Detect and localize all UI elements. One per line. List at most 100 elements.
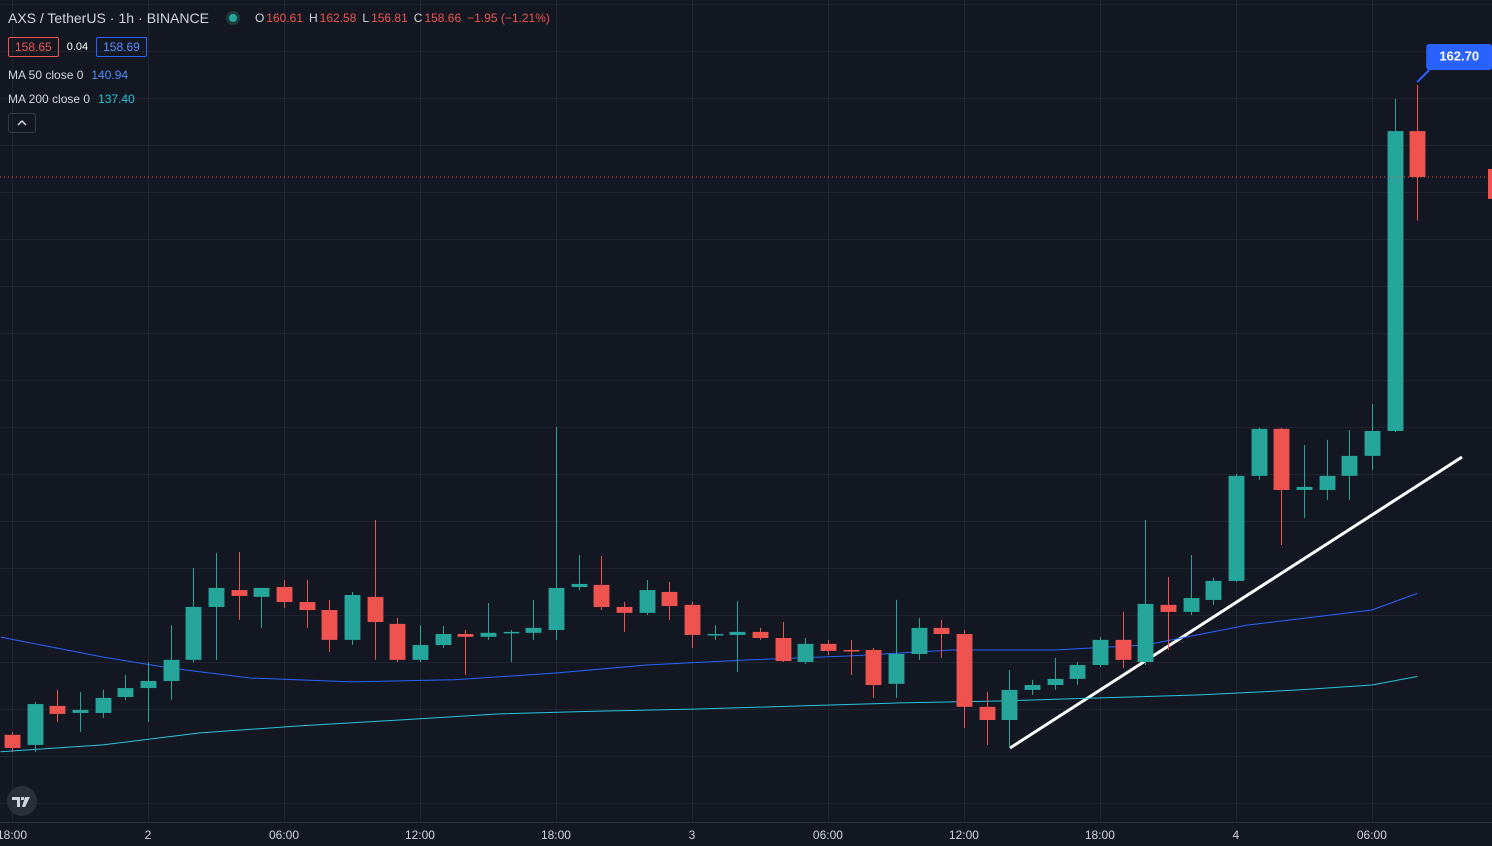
candle-body bbox=[480, 632, 497, 637]
exchange: BINANCE bbox=[146, 10, 209, 26]
x-tick-label: 06:00 bbox=[1357, 828, 1387, 842]
ohlc-letter: L bbox=[362, 11, 370, 25]
candle-body bbox=[933, 627, 950, 635]
candle-body bbox=[435, 634, 452, 646]
candle-body bbox=[820, 643, 837, 651]
candle-body bbox=[979, 706, 996, 721]
candle-body bbox=[797, 643, 814, 662]
candle-body bbox=[344, 594, 361, 640]
ohlc-open: 160.61 bbox=[266, 11, 303, 25]
candle-body bbox=[1115, 639, 1132, 660]
legend-header: AXS / TetherUS · 1h · BINANCE O 160.61 H 162… bbox=[8, 10, 552, 26]
chevron bbox=[17, 120, 27, 126]
candle-body bbox=[163, 659, 180, 682]
x-tick-label: 18:00 bbox=[1085, 828, 1115, 842]
candle-body bbox=[661, 591, 678, 607]
candle-body bbox=[208, 587, 225, 607]
candle-body bbox=[1069, 665, 1086, 679]
ask[interactable]: 158.69 bbox=[96, 37, 147, 57]
candle-body bbox=[412, 645, 429, 660]
ohlc-letter: O bbox=[254, 11, 265, 25]
legend-name: MA 50 close 0 bbox=[8, 68, 84, 82]
trend-line[interactable] bbox=[1009, 455, 1463, 750]
candle-body bbox=[253, 587, 270, 597]
candle-body bbox=[1341, 455, 1358, 476]
legend-value: 137.40 bbox=[98, 92, 135, 106]
x-tick-label: 18:00 bbox=[541, 828, 571, 842]
bid-ask: 158.65 0.04 158.69 bbox=[8, 37, 147, 57]
spread: 0.04 bbox=[66, 41, 89, 53]
tv-logo bbox=[7, 786, 37, 816]
candle-body bbox=[1251, 428, 1268, 476]
x-tick-label: 12:00 bbox=[405, 828, 435, 842]
candle-body bbox=[1228, 475, 1245, 581]
candle-body bbox=[775, 638, 792, 662]
candle-body bbox=[639, 590, 656, 613]
candle-body bbox=[140, 681, 157, 689]
ohlc-low: 156.81 bbox=[371, 11, 408, 25]
candle-body bbox=[1319, 475, 1336, 490]
x-tick-label: 18:00 bbox=[0, 828, 27, 842]
separator: · bbox=[109, 10, 115, 26]
candle-body bbox=[865, 649, 882, 685]
bid[interactable]: 158.65 bbox=[8, 37, 59, 57]
candle-body bbox=[49, 705, 66, 714]
ohlc-close: 158.66 bbox=[424, 11, 462, 25]
x-tick-label: 06:00 bbox=[813, 828, 843, 842]
annotation-label: 162.70 bbox=[1439, 48, 1479, 63]
candle-body bbox=[321, 610, 338, 640]
annotation-box bbox=[1426, 44, 1492, 71]
candle-body bbox=[956, 634, 973, 707]
separator: · bbox=[138, 10, 143, 26]
candle-body bbox=[4, 734, 21, 748]
symbol: AXS / TetherUS bbox=[8, 10, 106, 26]
candle-body bbox=[729, 631, 746, 635]
candle-body bbox=[684, 604, 701, 635]
candle-body bbox=[1273, 428, 1290, 490]
ohlc-letter: H bbox=[309, 11, 318, 25]
candle-body bbox=[1296, 486, 1313, 490]
candle-body bbox=[185, 606, 202, 660]
candle-body bbox=[1183, 598, 1200, 612]
candle-body bbox=[1387, 131, 1404, 431]
ohlc: O 160.61 H 162.58 L 156.81 C 158.66 −1.95 (−… bbox=[255, 11, 552, 25]
interval: 1h bbox=[118, 10, 135, 26]
ma-line bbox=[0, 592, 1418, 683]
x-tick-label: 12:00 bbox=[949, 828, 979, 842]
x-tick-label: 3 bbox=[689, 828, 696, 842]
candle-body bbox=[457, 634, 474, 637]
candle-body bbox=[593, 584, 610, 607]
ohlc-change: −1.95 (−1.21%) bbox=[467, 11, 550, 25]
candle-body bbox=[276, 587, 293, 603]
candle-body bbox=[27, 704, 44, 745]
candle-body bbox=[548, 587, 565, 631]
candle-body bbox=[231, 590, 248, 596]
annotation-pointer bbox=[1416, 69, 1430, 83]
candle-body bbox=[367, 596, 384, 623]
status-dot bbox=[228, 14, 237, 22]
last-price-tag bbox=[1488, 168, 1492, 199]
candle-body bbox=[1205, 580, 1222, 600]
candle-body bbox=[1047, 678, 1064, 685]
candle-body bbox=[95, 697, 112, 713]
candle-body bbox=[389, 623, 406, 660]
ohlc-letter: C bbox=[413, 11, 423, 25]
ohlc-high: 162.58 bbox=[319, 11, 357, 25]
candle-body bbox=[1024, 685, 1041, 690]
legend-value: 140.94 bbox=[91, 68, 129, 82]
candle-body bbox=[1001, 689, 1018, 721]
candle-body bbox=[752, 631, 769, 639]
candle-body bbox=[299, 602, 316, 611]
candle-body bbox=[525, 627, 542, 633]
candle-body bbox=[707, 634, 724, 636]
legend-name: MA 200 close 0 bbox=[8, 92, 91, 106]
candle-body bbox=[911, 627, 928, 654]
candle-body bbox=[117, 688, 134, 697]
candle-body bbox=[571, 583, 588, 588]
x-tick-label: 2 bbox=[145, 828, 152, 842]
ma-legend: MA 50 close 0 140.94 bbox=[8, 68, 128, 82]
collapse-button[interactable] bbox=[8, 113, 36, 133]
ma-legend: MA 200 close 0 137.40 bbox=[8, 92, 135, 106]
